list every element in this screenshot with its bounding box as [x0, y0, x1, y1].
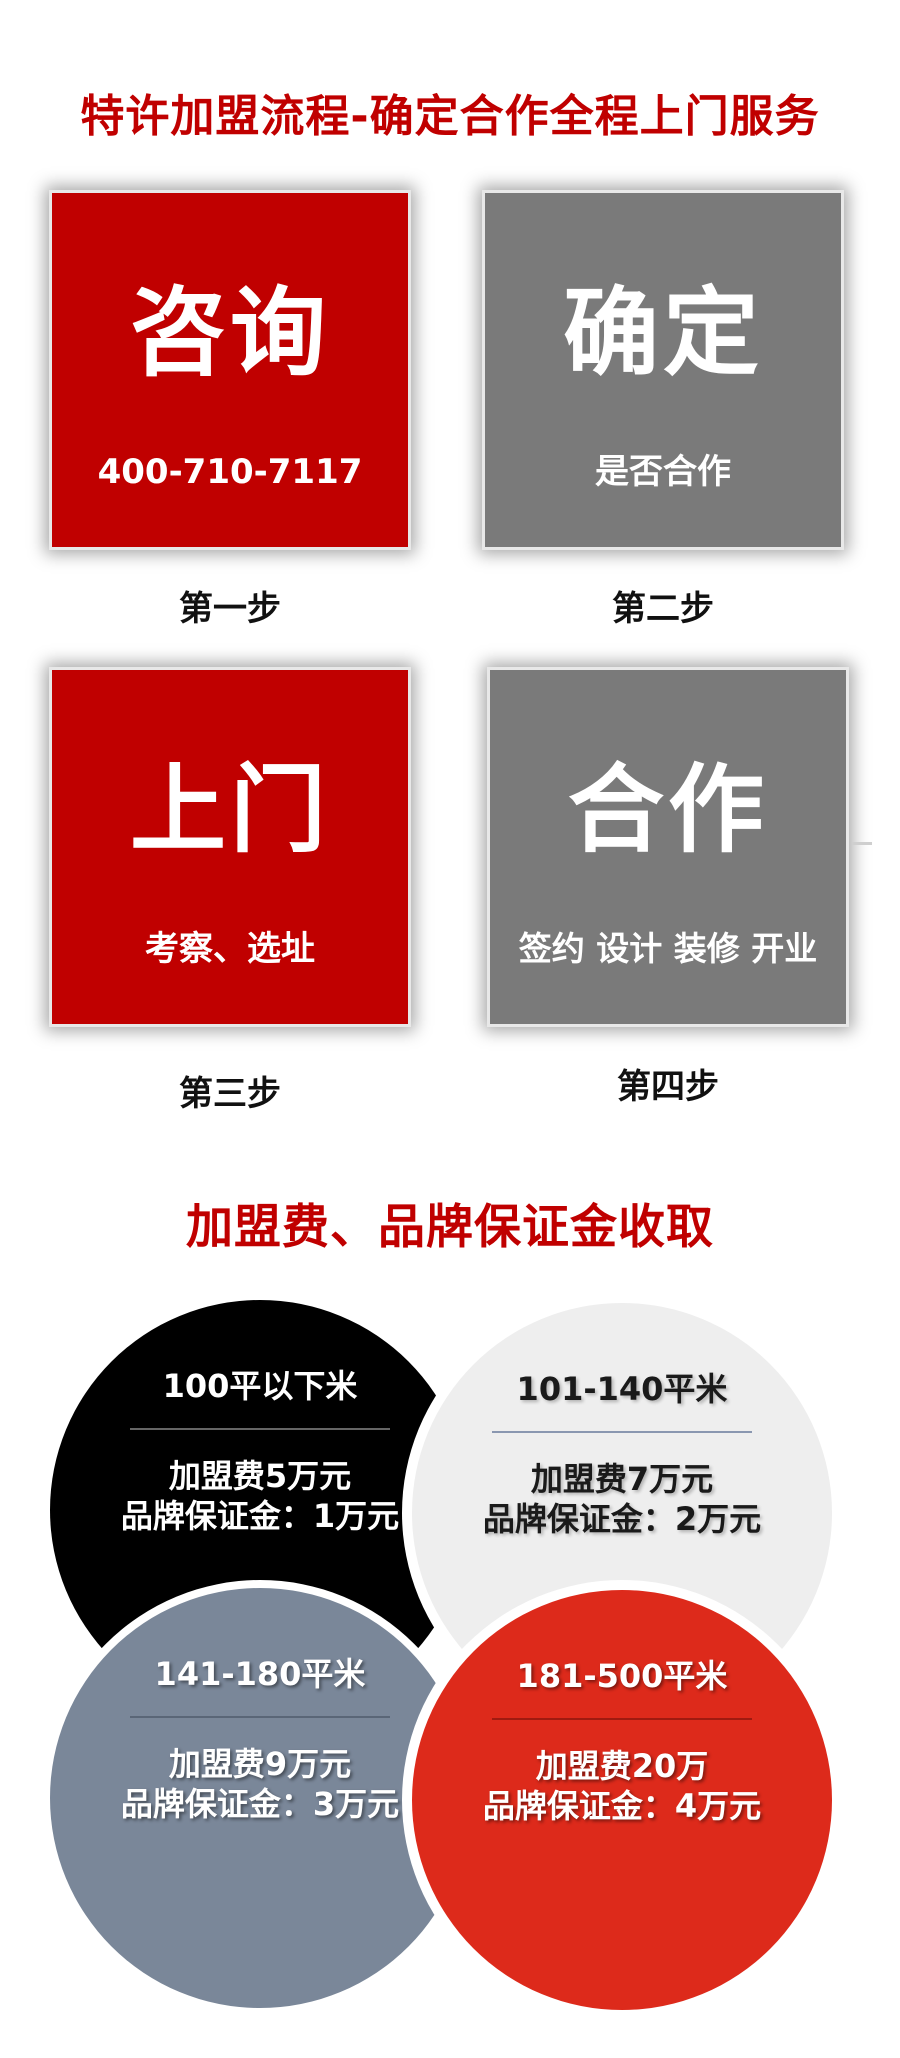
tier-area: 101-140平米 [516, 1370, 728, 1408]
tier-franchise-fee: 加盟费20万 [535, 1747, 709, 1785]
step-card-consult: 咨询 400-710-7117 [49, 190, 411, 550]
step-card-main-text: 咨询 [130, 277, 330, 389]
divider [492, 1718, 752, 1720]
step-card-cooperate: 合作 签约 设计 装修 开业 [487, 667, 849, 1027]
fee-tier-circle: 141-180平米 加盟费9万元 品牌保证金：3万元 [50, 1588, 470, 2008]
tier-franchise-fee: 加盟费5万元 [168, 1457, 352, 1495]
step-label-4: 第四步 [617, 1067, 719, 1107]
tier-deposit: 品牌保证金：1万元 [120, 1497, 400, 1535]
step-card-sub-text: 是否合作 [595, 452, 731, 492]
step-card-sub-text: 考察、选址 [145, 929, 315, 969]
divider [492, 1431, 752, 1433]
tier-deposit: 品牌保证金：4万元 [482, 1787, 762, 1825]
step-card-sub-text: 签约 设计 装修 开业 [518, 929, 818, 968]
tier-area: 100平以下米 [162, 1367, 358, 1405]
phone-number: 400-710-7117 [97, 452, 363, 492]
divider [130, 1428, 390, 1430]
step-card-confirm: 确定 是否合作 [482, 190, 844, 550]
fee-tier-circle: 181-500平米 加盟费20万 品牌保证金：4万元 [412, 1590, 832, 2010]
tier-franchise-fee: 加盟费9万元 [168, 1745, 352, 1783]
process-title: 特许加盟流程-确定合作全程上门服务 [80, 91, 820, 142]
tier-deposit: 品牌保证金：2万元 [482, 1500, 762, 1538]
step-card-main-text: 上门 [130, 754, 330, 866]
step-label-2: 第二步 [612, 589, 714, 629]
divider [852, 842, 872, 845]
tier-franchise-fee: 加盟费7万元 [530, 1460, 714, 1498]
fees-title: 加盟费、品牌保证金收取 [186, 1200, 714, 1255]
step-label-3: 第三步 [179, 1074, 281, 1114]
tier-area: 181-500平米 [516, 1657, 728, 1695]
tier-deposit: 品牌保证金：3万元 [120, 1785, 400, 1823]
step-label-1: 第一步 [179, 589, 281, 629]
tier-area: 141-180平米 [154, 1655, 366, 1693]
step-card-main-text: 确定 [563, 277, 763, 389]
step-card-main-text: 合作 [568, 754, 768, 866]
step-card-visit: 上门 考察、选址 [49, 667, 411, 1027]
divider [130, 1716, 390, 1718]
